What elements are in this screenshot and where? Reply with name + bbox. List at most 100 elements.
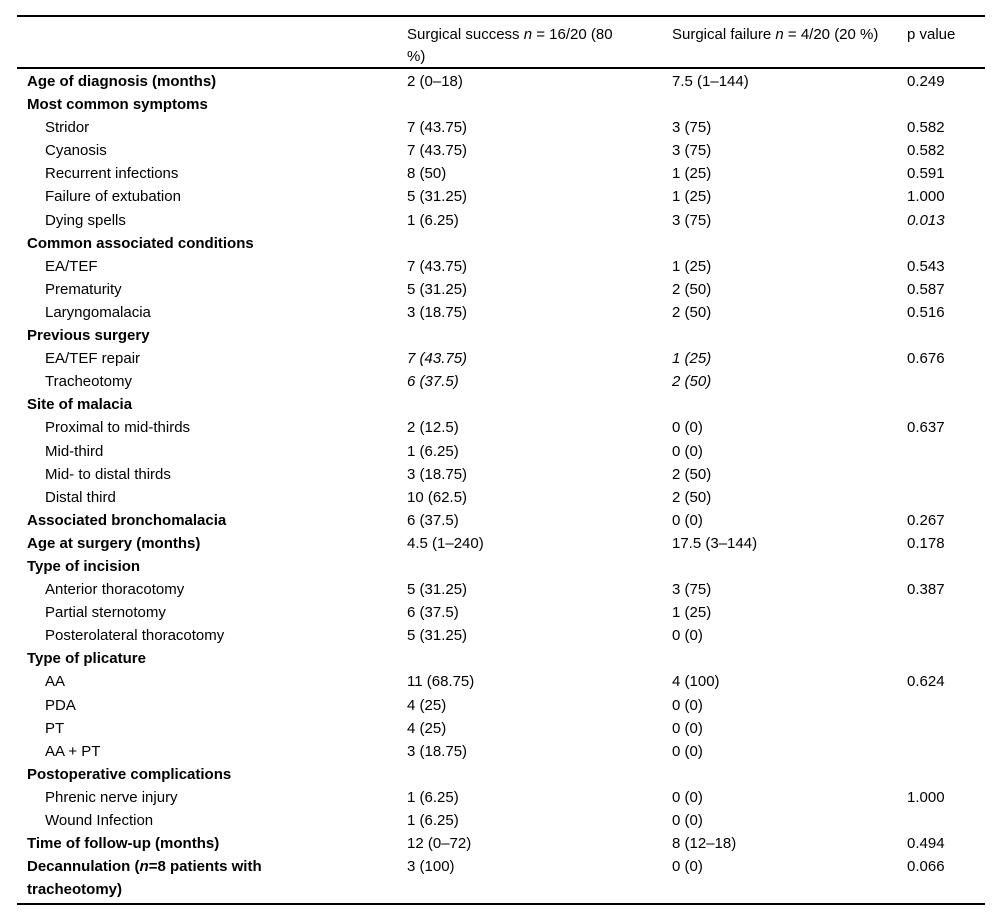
row-label: Previous surgery [27,327,150,345]
success-value: 6 (37.5) [407,511,459,529]
row-label: Cyanosis [45,142,107,160]
header-surgical-success: Surgical success n = 16/20 (80 %) [407,24,672,68]
table-row: Type of incision [17,555,985,578]
table-row: AA 11 (68.75) 4 (100) 0.624 [17,670,985,693]
success-value: 7 (43.75) [407,257,468,275]
table-row: Age of diagnosis (months) 2 (0–18) 7.5 (1–… [17,70,985,93]
row-label: AA [45,673,66,691]
row-label: AA + PT [45,742,101,760]
table-row: Common associated conditions [17,232,985,255]
table-row: AA + PT 3 (18.75) 0 (0) [17,740,985,763]
row-label: Associated bronchomalacia [27,511,227,529]
p-value: 0.267 [907,511,945,529]
p-value: 1.000 [907,188,945,206]
failure-value: 0 (0) [672,788,703,806]
row-label: PDA [45,696,76,714]
failure-value: 2 (50) [672,465,712,483]
success-value [407,393,672,416]
table-row: Age at surgery (months) 4.5 (1–240) 17.5 (… [17,532,985,555]
success-value: 4.5 (1–240) [407,534,484,552]
header-p-value: p value [907,26,956,43]
p-value: 0.178 [907,534,945,552]
failure-value: 0 (0) [672,419,703,437]
p-value [907,393,985,416]
p-value [907,486,985,509]
table-row: Laryngomalacia 3 (18.75) 2 (50) 0.516 [17,301,985,324]
success-value: 3 (18.75) [407,742,468,760]
failure-value [672,763,907,786]
failure-value: 7.5 (1–144) [672,73,749,90]
failure-value: 3 (75) [672,119,712,137]
failure-value: 0 (0) [672,627,703,645]
success-value [407,763,672,786]
table-row: Mid-third 1 (6.25) 0 (0) [17,440,985,463]
failure-value: 0 (0) [672,719,703,737]
row-label: Wound Infection [45,812,154,829]
p-value: 0.066 [907,858,945,876]
success-value: 10 (62.5) [407,488,468,506]
row-label: Mid-third [45,442,104,460]
table-row: Associated bronchomalacia 6 (37.5) 0 (0) 0.… [17,509,985,532]
success-value: 8 (50) [407,165,447,183]
success-value: 5 (31.25) [407,280,468,298]
row-label: Partial sternotomy [45,604,166,622]
failure-value [672,232,907,255]
table-row: Proximal to mid-thirds 2 (12.5) 0 (0) 0.637 [17,416,985,439]
failure-value: 4 (100) [672,673,720,691]
success-value [407,555,672,578]
table-row: Dying spells 1 (6.25) 3 (75) 0.013 [17,209,985,232]
success-value: 1 (6.25) [407,788,459,806]
p-value [907,370,985,393]
table-row: Posterolateral thoracotomy 5 (31.25) 0 (0) [17,624,985,647]
table-row: Tracheotomy 6 (37.5) 2 (50) [17,370,985,393]
table-row: Site of malacia [17,393,985,416]
table-row: PT 4 (25) 0 (0) [17,717,985,740]
table-row: Decannulation (n=8 patients with tracheo… [17,855,985,901]
p-value: 0.013 [907,211,945,229]
failure-value: 3 (75) [672,142,712,160]
success-value: 12 (0–72) [407,835,472,853]
p-value [907,440,985,463]
success-value: 3 (18.75) [407,465,468,483]
table-row: Failure of extubation 5 (31.25) 1 (25) 1.00… [17,185,985,208]
table-row: PDA 4 (25) 0 (0) [17,694,985,717]
table-body: Age of diagnosis (months) 2 (0–18) 7.5 (1–… [17,69,985,903]
table-row: Previous surgery [17,324,985,347]
p-value: 0.582 [907,119,945,137]
p-value [907,624,985,647]
success-value: 7 (43.75) [407,119,468,137]
success-value: 1 (6.25) [407,812,459,829]
p-value: 1.000 [907,788,945,806]
bottom-rule [17,903,985,906]
success-value [407,93,672,116]
table-header: Surgical success n = 16/20 (80 %) Surgic… [17,17,985,67]
row-label: Recurrent infections [45,165,179,183]
table-row: Anterior thoracotomy 5 (31.25) 3 (75) 0.387 [17,578,985,601]
success-value: 4 (25) [407,696,447,714]
failure-value [672,555,907,578]
failure-value: 0 (0) [672,742,703,760]
p-value: 0.249 [907,73,945,90]
success-value: 3 (18.75) [407,303,468,321]
row-label: Failure of extubation [45,188,181,206]
table-row: Time of follow-up (months) 12 (0–72) 8 (12… [17,832,985,855]
p-value: 0.516 [907,303,945,321]
table-row: Cyanosis 7 (43.75) 3 (75) 0.582 [17,139,985,162]
row-label: Decannulation (n=8 patients with tracheo… [27,858,262,899]
failure-value: 0 (0) [672,812,703,829]
success-value: 1 (6.25) [407,442,459,460]
row-label: Age of diagnosis (months) [27,73,217,90]
row-label: Site of malacia [27,396,133,414]
failure-value: 0 (0) [672,696,703,714]
header-surgical-success-text: Surgical success n = 16/20 (80 %) [407,26,613,65]
failure-value [672,324,907,347]
p-value [907,763,985,786]
row-label: Distal third [45,488,116,506]
table-row: Phrenic nerve injury 1 (6.25) 0 (0) 1.000 [17,786,985,809]
failure-value: 1 (25) [672,257,712,275]
success-value: 6 (37.5) [407,604,459,622]
row-label: Mid- to distal thirds [45,465,171,483]
row-label: Postoperative complications [27,765,232,783]
success-value: 1 (6.25) [407,211,459,229]
